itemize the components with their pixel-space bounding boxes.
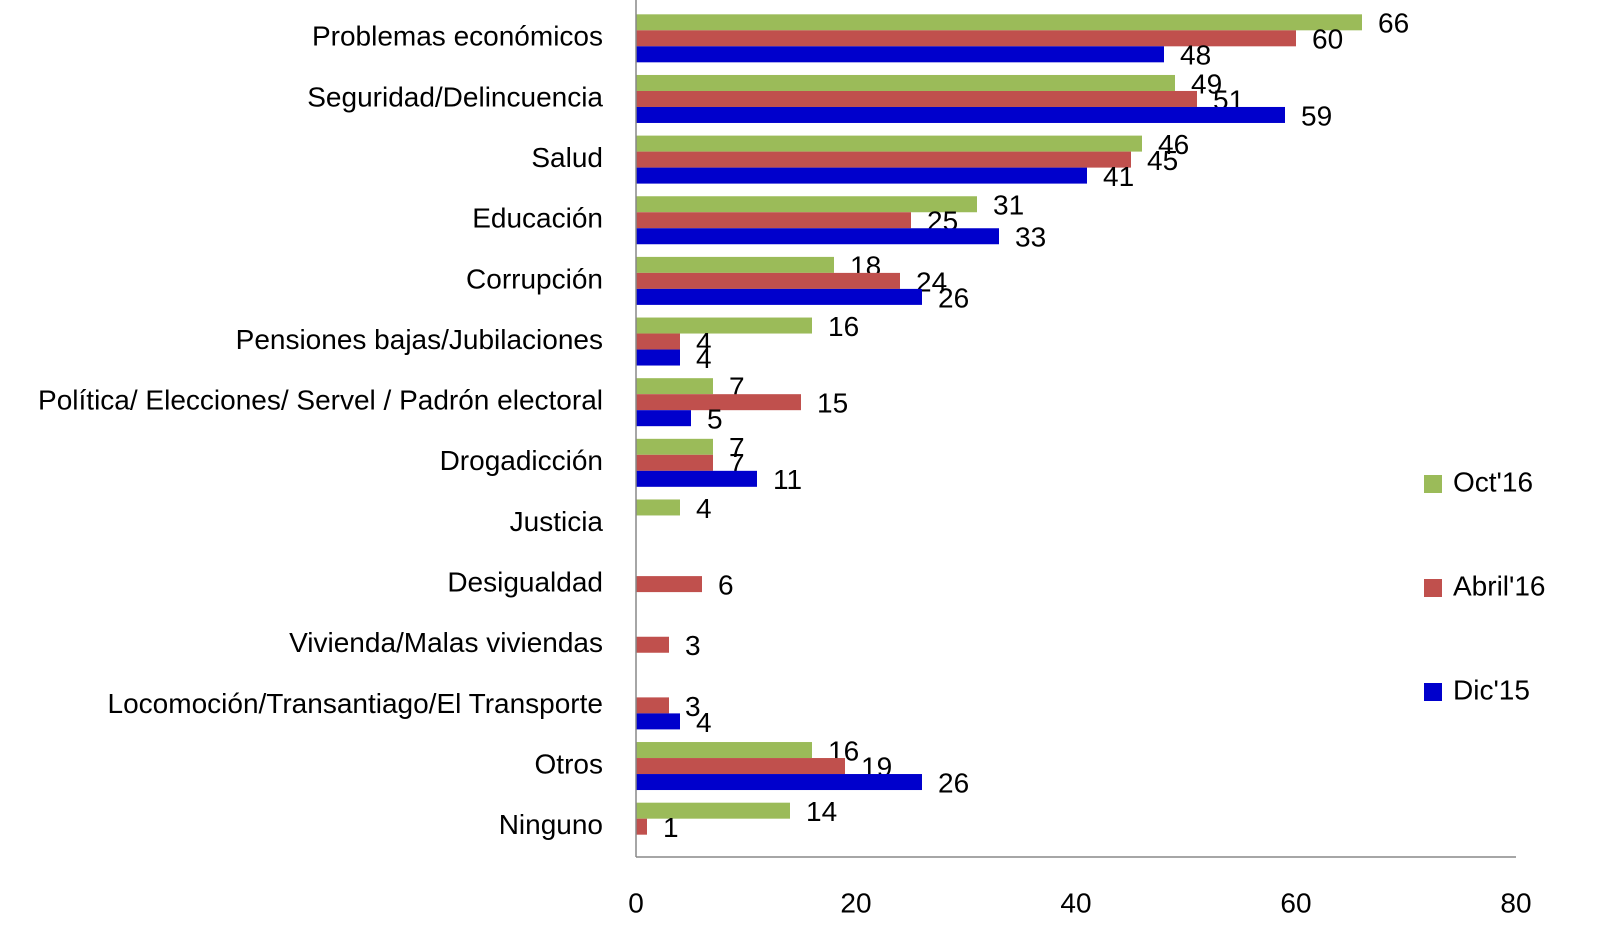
value-label: 16 bbox=[828, 311, 859, 342]
bar bbox=[636, 334, 680, 350]
value-label: 59 bbox=[1301, 100, 1332, 131]
value-label: 45 bbox=[1147, 145, 1178, 176]
x-tick-label: 40 bbox=[1060, 887, 1091, 918]
bar bbox=[636, 499, 680, 515]
chart: 0 20 40 60 80 Problemas económicos 66 60 48 Segur… bbox=[0, 0, 1621, 950]
y-tick-label: Locomoción/Transantiago/El Transporte bbox=[108, 688, 603, 719]
bar bbox=[636, 576, 702, 592]
bar bbox=[636, 152, 1131, 168]
y-tick-label: Drogadicción bbox=[440, 445, 603, 476]
value-label: 15 bbox=[817, 388, 848, 419]
value-label: 26 bbox=[938, 282, 969, 313]
value-label: 48 bbox=[1180, 40, 1211, 71]
bar bbox=[636, 14, 1362, 30]
value-label: 41 bbox=[1103, 161, 1134, 192]
bar bbox=[636, 410, 691, 426]
y-tick-label: Otros bbox=[535, 748, 603, 779]
bar bbox=[636, 228, 999, 244]
bar bbox=[636, 697, 669, 713]
bar bbox=[636, 455, 713, 471]
bar bbox=[636, 91, 1197, 107]
bar bbox=[636, 212, 911, 228]
bar bbox=[636, 46, 1164, 62]
value-label: 33 bbox=[1015, 222, 1046, 253]
x-tick-label: 0 bbox=[628, 887, 644, 918]
bar bbox=[636, 75, 1175, 91]
page: 0 20 40 60 80 Problemas económicos 66 60 48 Segur… bbox=[0, 0, 1621, 950]
bar bbox=[636, 257, 834, 273]
bar bbox=[636, 742, 812, 758]
legend-label: Dic'15 bbox=[1453, 674, 1530, 705]
bar bbox=[636, 819, 647, 835]
y-tick-label: Problemas económicos bbox=[312, 21, 603, 52]
legend-swatch bbox=[1424, 475, 1442, 493]
x-tick-label: 80 bbox=[1500, 887, 1531, 918]
value-label: 4 bbox=[696, 493, 712, 524]
bar bbox=[636, 289, 922, 305]
value-label: 4 bbox=[696, 707, 712, 738]
bar bbox=[636, 350, 680, 366]
bar bbox=[636, 637, 669, 653]
y-tick-label: Vivienda/Malas viviendas bbox=[289, 627, 603, 658]
legend-label: Oct'16 bbox=[1453, 466, 1533, 497]
value-label: 6 bbox=[718, 569, 734, 600]
bar bbox=[636, 774, 922, 790]
legend-swatch bbox=[1424, 579, 1442, 597]
bar bbox=[636, 273, 900, 289]
value-label: 66 bbox=[1378, 8, 1409, 39]
y-tick-label: Justicia bbox=[510, 506, 604, 537]
legend-label: Abril'16 bbox=[1453, 570, 1546, 601]
value-label: 26 bbox=[938, 767, 969, 798]
y-tick-label: Salud bbox=[531, 142, 603, 173]
y-tick-label: Ninguno bbox=[499, 809, 603, 840]
x-tick-label: 20 bbox=[840, 887, 871, 918]
bar bbox=[636, 803, 790, 819]
value-label: 31 bbox=[993, 190, 1024, 221]
value-label: 4 bbox=[696, 343, 712, 374]
value-label: 60 bbox=[1312, 24, 1343, 55]
bar bbox=[636, 471, 757, 487]
y-tick-label: Política/ Elecciones/ Servel / Padrón el… bbox=[38, 385, 603, 416]
value-label: 1 bbox=[663, 812, 679, 843]
value-label: 11 bbox=[773, 464, 802, 495]
bar bbox=[636, 196, 977, 212]
y-tick-label: Pensiones bajas/Jubilaciones bbox=[236, 324, 603, 355]
y-tick-label: Educación bbox=[472, 203, 603, 234]
y-tick-label: Seguridad/Delincuencia bbox=[307, 81, 603, 112]
value-label: 14 bbox=[806, 796, 837, 827]
bar bbox=[636, 107, 1285, 123]
bar bbox=[636, 758, 845, 774]
y-tick-label: Corrupción bbox=[466, 263, 603, 294]
x-tick-label: 60 bbox=[1280, 887, 1311, 918]
bar bbox=[636, 168, 1087, 184]
value-label: 3 bbox=[685, 630, 701, 661]
bar bbox=[636, 378, 713, 394]
y-tick-label: Desigualdad bbox=[447, 566, 603, 597]
value-label: 5 bbox=[707, 404, 723, 435]
bar bbox=[636, 439, 713, 455]
bar bbox=[636, 713, 680, 729]
bar bbox=[636, 136, 1142, 152]
legend-swatch bbox=[1424, 683, 1442, 701]
bar bbox=[636, 318, 812, 334]
